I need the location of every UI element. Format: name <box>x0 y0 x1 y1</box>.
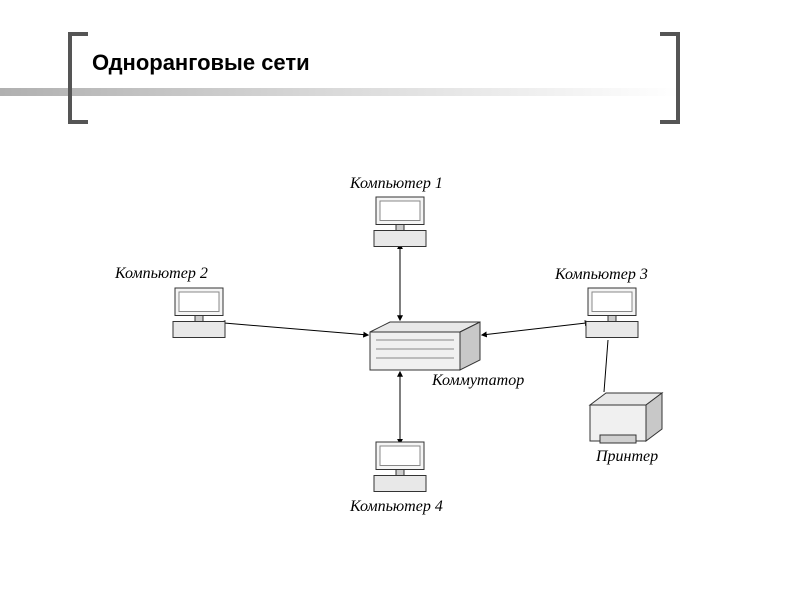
computer-icon <box>173 288 225 338</box>
page-title: Одноранговые сети <box>92 50 310 76</box>
label-switch: Коммутатор <box>432 372 524 390</box>
label-comp3: Компьютер 3 <box>555 266 648 284</box>
computer-icon <box>374 442 426 492</box>
label-comp1: Компьютер 1 <box>350 175 443 193</box>
computer-icon <box>586 288 638 338</box>
edge-comp3-switch <box>482 323 586 335</box>
label-comp4: Компьютер 4 <box>350 498 443 516</box>
edge-comp2-switch <box>224 323 368 335</box>
computer-icon <box>374 197 426 247</box>
edge-comp3-printer <box>604 340 608 392</box>
label-comp2: Компьютер 2 <box>115 265 208 283</box>
printer-icon <box>590 393 662 443</box>
title-bracket-left <box>68 32 88 124</box>
label-printer: Принтер <box>596 448 658 466</box>
title-bracket-right <box>660 32 680 124</box>
switch-icon <box>370 322 480 370</box>
title-underline <box>0 88 800 96</box>
